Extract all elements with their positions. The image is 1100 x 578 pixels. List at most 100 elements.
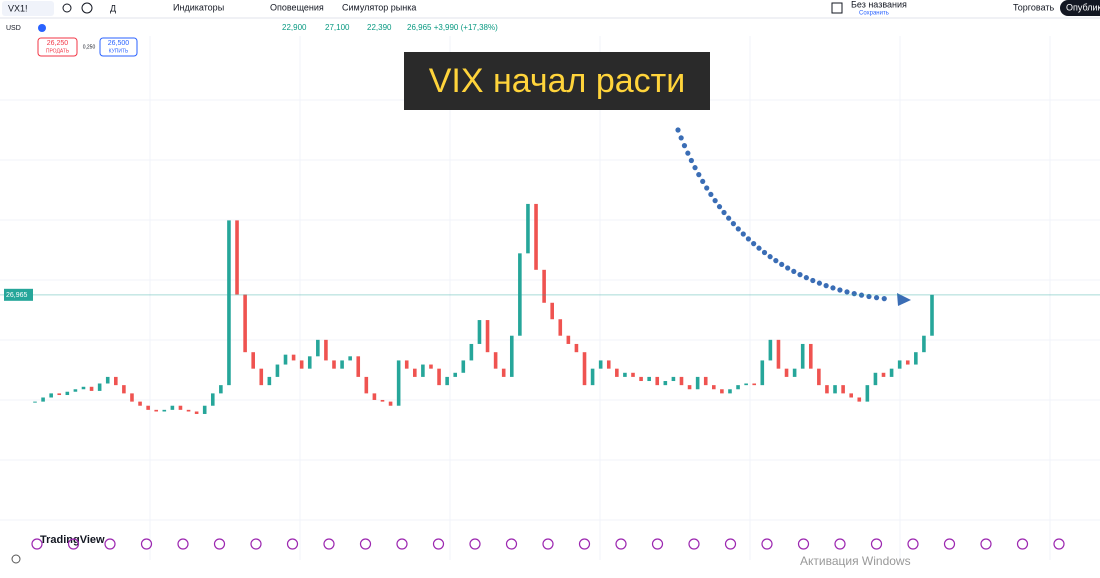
- toolbar: [0, 0, 1100, 18]
- event-icon: [761, 538, 773, 550]
- legend-open: 22,900: [282, 23, 307, 32]
- candle: [461, 360, 466, 373]
- candle: [445, 376, 449, 386]
- candle: [210, 393, 215, 406]
- candle: [647, 376, 651, 382]
- candle: [550, 302, 554, 320]
- legend-high: 27,100: [325, 23, 350, 32]
- candle: [606, 360, 611, 369]
- candle: [259, 368, 264, 386]
- arrow-dot: [700, 178, 706, 185]
- candle: [914, 352, 918, 365]
- candle: [202, 405, 207, 414]
- candle: [332, 360, 336, 369]
- candle: [784, 368, 789, 377]
- grid: [0, 36, 1100, 560]
- simulator[interactable]: Симулятор рынка: [342, 2, 416, 12]
- event-icon: [323, 538, 335, 550]
- arrow-dot: [779, 261, 785, 268]
- arrow-dot: [740, 231, 746, 237]
- candle: [283, 354, 288, 365]
- candle: [905, 360, 910, 365]
- candle: [792, 368, 797, 377]
- arrow-dot: [761, 249, 768, 256]
- candle: [299, 360, 304, 369]
- candles: [33, 203, 934, 414]
- candle: [267, 376, 272, 386]
- layout-saved: Сохранить: [859, 11, 889, 17]
- candle: [679, 376, 684, 386]
- arrow-dot: [830, 285, 836, 291]
- candle: [194, 411, 199, 414]
- candle: [574, 343, 579, 353]
- candle: [825, 385, 829, 394]
- event-icon: [396, 538, 408, 550]
- candle: [736, 385, 740, 390]
- candle: [73, 389, 78, 392]
- publish-box[interactable]: [1060, 0, 1100, 16]
- candle: [186, 409, 191, 412]
- price-label: 26,965: [6, 292, 28, 299]
- watermark: Активация Windows: [800, 554, 911, 568]
- event-icon: [797, 538, 810, 550]
- arrow-dot: [810, 277, 816, 284]
- candle: [558, 319, 563, 336]
- buy-button[interactable]: [99, 37, 138, 57]
- event-icon: [578, 538, 591, 550]
- candle: [655, 376, 660, 386]
- candle: [81, 386, 86, 390]
- arrow-dot: [735, 226, 741, 232]
- arrow-dot: [678, 135, 684, 141]
- indicators[interactable]: Индикаторы: [173, 2, 224, 12]
- price-label-box: [4, 288, 33, 301]
- event-icon: [651, 538, 664, 550]
- candle: [808, 343, 813, 369]
- arrow-dot: [756, 245, 762, 251]
- symbol[interactable]: VX1!: [8, 3, 28, 13]
- candle: [227, 220, 231, 386]
- candle: [800, 343, 805, 369]
- candle: [130, 393, 134, 402]
- candle: [97, 383, 102, 391]
- candle: [170, 405, 175, 410]
- candle: [485, 320, 490, 353]
- draw-button[interactable]: Д: [110, 3, 116, 13]
- arrow-dot: [785, 265, 791, 271]
- arrow-dot: [692, 165, 698, 171]
- arrow-dot: [837, 287, 843, 293]
- candle: [922, 335, 926, 353]
- buy-price[interactable]: 26,500: [108, 40, 130, 47]
- symbol-box[interactable]: [2, 1, 54, 16]
- arrow-dot: [823, 283, 829, 289]
- candle: [865, 385, 870, 402]
- arrow-dot: [751, 241, 757, 247]
- candle: [703, 376, 708, 386]
- candle: [687, 385, 692, 390]
- sell-label[interactable]: ПРОДАТЬ: [46, 48, 70, 54]
- candle: [33, 401, 37, 403]
- event-icon: [724, 538, 737, 550]
- candle: [291, 354, 296, 361]
- sell-button[interactable]: [37, 37, 78, 57]
- arrow-dot: [681, 143, 688, 149]
- buy-label[interactable]: КУПИТЬ: [109, 48, 129, 54]
- sell-price[interactable]: 26,250: [47, 40, 69, 47]
- publish[interactable]: Опублико: [1066, 2, 1100, 12]
- candle: [776, 339, 781, 369]
- candle: [437, 368, 441, 386]
- spread: 0,250: [83, 44, 96, 50]
- arrow-dot: [773, 258, 779, 264]
- arrow-dot: [675, 127, 681, 133]
- candle: [671, 376, 676, 382]
- candle: [849, 393, 853, 398]
- layout-name[interactable]: Без названия: [851, 0, 907, 9]
- alerts[interactable]: Оповещения: [270, 2, 324, 12]
- trade[interactable]: Торговать: [1013, 2, 1055, 12]
- arrow-dot: [881, 296, 887, 302]
- arrow-dot: [745, 236, 752, 242]
- candle: [396, 360, 401, 406]
- candle: [930, 294, 934, 336]
- candle: [122, 385, 126, 394]
- arrow-dot: [696, 172, 702, 178]
- candle: [356, 356, 361, 377]
